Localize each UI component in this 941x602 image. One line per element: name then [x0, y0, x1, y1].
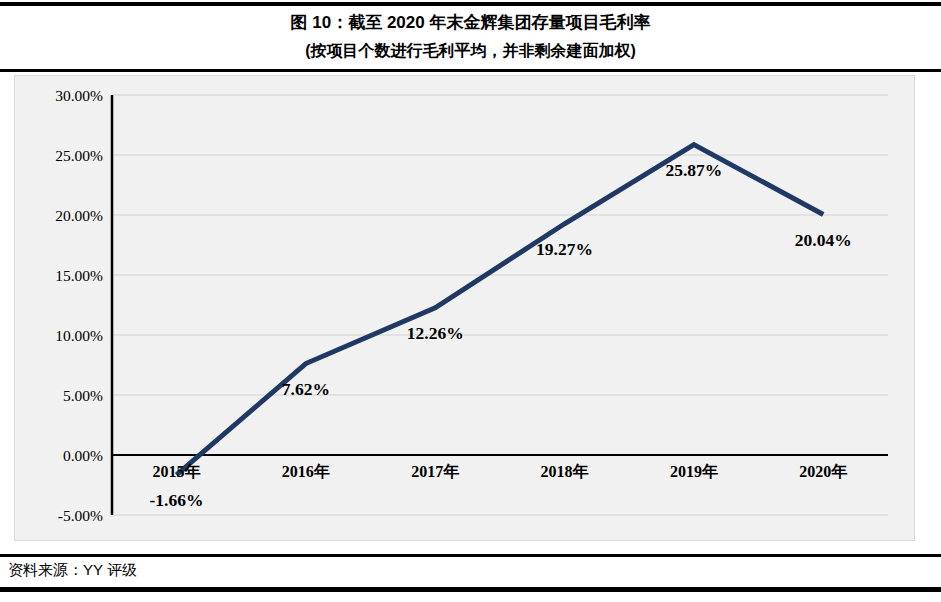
- chart-subtitle: (按项目个数进行毛利平均，并非剩余建面加权): [0, 41, 941, 62]
- x-tick-label: 2019年: [670, 463, 718, 480]
- x-tick-label: 2018年: [541, 463, 589, 480]
- chart-title: 图 10：截至 2020 年末金辉集团存量项目毛利率: [0, 11, 941, 34]
- line-chart: 30.00% 25.00% 20.00% 15.00% 10.00% 5.00% 0.00%…: [15, 76, 914, 540]
- y-tick-label: 10.00%: [55, 327, 103, 344]
- top-divider: [0, 2, 941, 6]
- y-tick-label: 20.00%: [55, 207, 103, 224]
- y-tick-label: 5.00%: [63, 387, 103, 404]
- trend-line: [177, 145, 824, 475]
- data-point-label: -1.66%: [150, 490, 204, 510]
- bottom-divider: [0, 587, 941, 592]
- x-tick-label: 2016年: [282, 463, 330, 480]
- y-tick-label: 25.00%: [55, 147, 103, 164]
- chart-plot-area: 30.00% 25.00% 20.00% 15.00% 10.00% 5.00% 0.00%…: [14, 75, 915, 541]
- x-tick-label: 2020年: [799, 463, 847, 480]
- data-point-label: 12.26%: [407, 323, 464, 343]
- source-text: 资料来源：YY 评级: [8, 561, 137, 580]
- x-tick-label: 2015年: [153, 463, 201, 480]
- y-tick-label: -5.00%: [58, 507, 103, 524]
- x-tick-label: 2017年: [411, 463, 459, 480]
- source-divider: [0, 554, 941, 557]
- y-tick-label: 15.00%: [55, 267, 103, 284]
- data-point-label: 20.04%: [795, 230, 852, 250]
- data-point-label: 19.27%: [536, 239, 593, 259]
- report-figure-page: 图 10：截至 2020 年末金辉集团存量项目毛利率 (按项目个数进行毛利平均，…: [0, 0, 941, 602]
- data-point-label: 25.87%: [665, 160, 722, 180]
- header-divider: [0, 69, 941, 72]
- y-tick-label: 0.00%: [63, 447, 103, 464]
- data-point-label: 7.62%: [282, 379, 330, 399]
- y-tick-label: 30.00%: [55, 87, 103, 104]
